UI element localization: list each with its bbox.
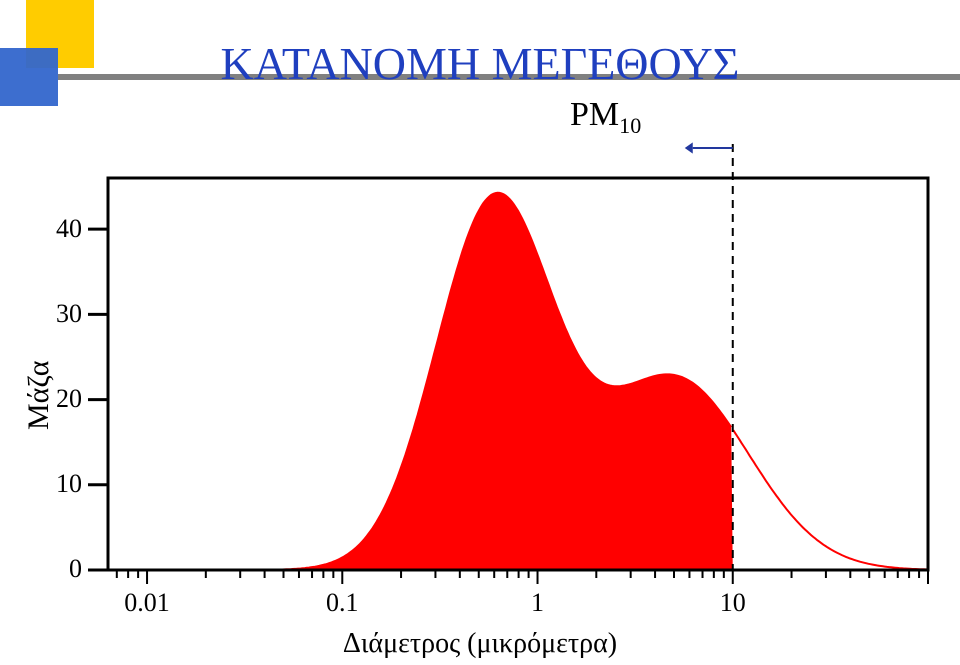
x-tick-label: 1 (498, 588, 578, 618)
y-tick-label: 10 (36, 469, 82, 499)
pm-sub: 10 (619, 113, 641, 138)
y-tick-label: 30 (36, 299, 82, 329)
y-tick-label: 40 (36, 214, 82, 244)
pm-text: PM (570, 96, 619, 133)
mass-distribution-chart (108, 144, 928, 610)
y-tick-label: 20 (36, 384, 82, 414)
pm10-arrow-head (685, 142, 693, 153)
x-tick-label: 10 (693, 588, 773, 618)
slide-root: ΚΑΤΑΝΟΜΗ ΜΕΓΕΘΟΥΣ PM10 Μάζα 010203040 Δι… (0, 0, 960, 665)
pm10-label: PM10 (570, 96, 641, 139)
distribution-tail (733, 430, 928, 570)
x-tick-label: 0.01 (107, 588, 187, 618)
chart-title: ΚΑΤΑΝΟΜΗ ΜΕΓΕΘΟΥΣ (0, 37, 960, 90)
x-tick-label: 0.1 (302, 588, 382, 618)
x-axis-label: Διάμετρος (μικρόμετρα) (0, 628, 960, 660)
y-tick-label: 0 (36, 554, 82, 584)
